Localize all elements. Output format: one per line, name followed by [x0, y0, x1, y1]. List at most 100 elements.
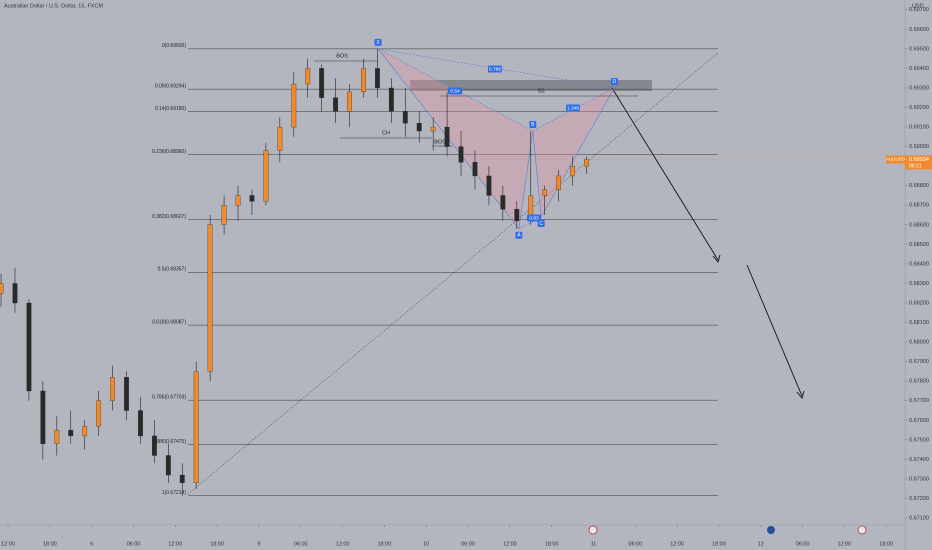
candle-body [165, 455, 171, 476]
candle-body [361, 68, 366, 93]
x-tick-label: 06:00 [796, 541, 810, 547]
symbol-label: AUDUSD [886, 157, 906, 162]
ratio-label: 0.83 [529, 215, 539, 221]
candle-body [221, 205, 227, 225]
y-tick-label: 0.68300 [909, 281, 929, 287]
pattern-point-label: C [539, 221, 543, 227]
x-tick-label: 18:00 [545, 541, 559, 547]
pattern-point-box [374, 38, 382, 46]
symbol-tag [886, 155, 905, 164]
y-tick-label: 0.67100 [909, 515, 929, 521]
y-tick-label: 0.68700 [909, 203, 929, 209]
x-tick-label: 18:00 [879, 541, 893, 547]
x-tick-label: 9 [257, 541, 260, 547]
x-tick-label: 6 [90, 541, 93, 547]
ratio-box [566, 104, 580, 112]
x-tick-label: 12 [758, 541, 764, 547]
arrow [746, 264, 803, 397]
y-tick-label: 0.69400 [909, 66, 929, 72]
supply-zone [410, 80, 652, 91]
x-tick-label: 06:00 [628, 541, 642, 547]
fib-label: 0.886(0.67475) [152, 439, 186, 445]
y-tick-label: 0.67400 [909, 457, 929, 463]
candle-body [375, 68, 380, 89]
arrow-head [712, 254, 721, 263]
ratio-box [448, 87, 462, 95]
pattern-leg [532, 130, 542, 218]
candle-body [584, 159, 589, 167]
pattern-leg [518, 216, 542, 229]
candle-body [542, 189, 548, 196]
y-tick-label: 0.68500 [909, 242, 929, 248]
x-tick-label: 11 [591, 541, 597, 547]
y-tick-label: 0.68400 [909, 261, 929, 267]
candle-body [235, 195, 241, 206]
y-tick-label: 0.68200 [909, 300, 929, 306]
x-tick-label: 18:00 [210, 541, 224, 547]
x-tick-label: 12:00 [503, 541, 517, 547]
x-tick-label: 06:00 [461, 541, 475, 547]
fib-label: 0.236(0.68960) [152, 149, 186, 155]
fib-label: 0.786(0.67703) [152, 394, 186, 400]
candle-body [430, 126, 436, 132]
event-icon[interactable] [588, 525, 598, 535]
pattern-point-label: A [517, 233, 521, 239]
arrow-head [796, 390, 805, 399]
candle-body [500, 195, 506, 210]
price-tag [905, 155, 932, 170]
y-tick-label: 0.68800 [909, 183, 929, 189]
candle-body [138, 410, 143, 437]
pattern-point-label: X [376, 40, 380, 46]
candle-body [82, 426, 88, 437]
pattern-point-box [610, 77, 618, 85]
event-icon[interactable] [857, 525, 867, 535]
candle-body [291, 83, 297, 128]
x-tick-label: 12:00 [336, 541, 350, 547]
y-tick-label: 0.67700 [909, 398, 929, 404]
y-tick-label: 0.69600 [909, 27, 929, 33]
last-price-label: 0.68934 [909, 157, 929, 163]
candle-body [124, 377, 129, 411]
candle-body [26, 302, 32, 392]
annotation: BOS [336, 53, 348, 59]
candle-body [40, 390, 46, 444]
pattern-leg [540, 87, 615, 218]
candle-body [570, 166, 575, 177]
ratio-box [488, 65, 502, 73]
ratio-label: 1.346 [567, 105, 579, 111]
candle-body [556, 175, 562, 190]
candle-body [54, 429, 60, 444]
candle-body [0, 283, 4, 294]
fib-label: 0.09(0.69294) [155, 83, 186, 89]
y-tick-label: 0.69300 [909, 85, 929, 91]
candle-body [110, 377, 115, 401]
candle-body [416, 123, 422, 132]
pattern-point-box [537, 219, 545, 227]
y-tick-label: 0.69200 [909, 105, 929, 111]
x-tick-label: 12:00 [168, 541, 182, 547]
candle-body [207, 224, 213, 372]
y-tick-label: 0.69000 [909, 144, 929, 150]
pattern-point-box [515, 231, 523, 239]
y-tick-label: 0.67500 [909, 437, 929, 443]
x-tick-label: 18:00 [377, 541, 391, 547]
fib-label: 0.382(0.68627) [152, 214, 186, 220]
event-icon[interactable] [767, 526, 775, 534]
candle-body [472, 162, 478, 177]
candle-body [458, 146, 464, 163]
x-tick-label: 06:00 [294, 541, 308, 547]
ratio-label: 0.786 [489, 66, 501, 72]
ratio-label: 0.54 [450, 88, 460, 94]
fib-label: 0(0.69500) [162, 43, 187, 49]
y-tick-label: 0.67800 [909, 379, 929, 385]
pattern-fill [532, 87, 615, 217]
candle-body [333, 97, 338, 112]
candle-body [347, 91, 352, 112]
ratio-box [527, 214, 541, 222]
pattern-point-label: D [613, 79, 617, 85]
annotation: SS [537, 88, 545, 94]
y-tick-label: 0.69500 [909, 46, 929, 52]
y-tick-label: 0.67900 [909, 359, 929, 365]
